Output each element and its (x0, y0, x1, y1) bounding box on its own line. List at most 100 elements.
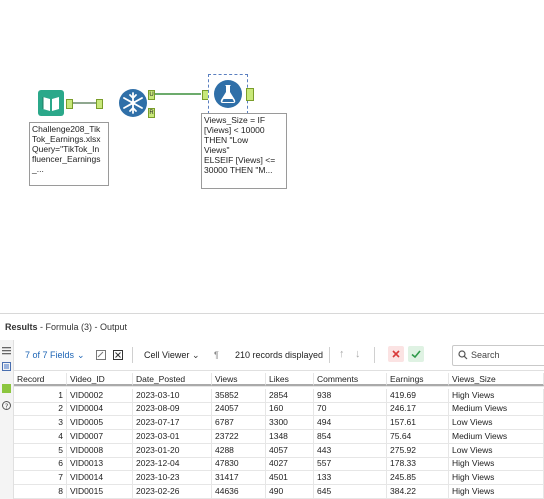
table-cell[interactable]: VID0015 (67, 484, 133, 498)
table-cell[interactable]: 31417 (212, 470, 266, 484)
input-data-tool[interactable] (37, 89, 65, 117)
table-cell[interactable]: 854 (314, 429, 387, 443)
table-cell[interactable]: 6787 (212, 416, 266, 430)
table-cell[interactable]: 4288 (212, 443, 266, 457)
formula-output-anchor[interactable] (246, 88, 254, 101)
table-cell[interactable]: 23722 (212, 429, 266, 443)
table-cell[interactable]: High Views (449, 470, 544, 484)
table-cell[interactable]: VID0004 (67, 402, 133, 416)
join-output-anchor-r[interactable]: R (148, 108, 155, 118)
table-cell[interactable]: 2023-12-04 (133, 457, 212, 471)
table-cell[interactable]: 490 (266, 484, 314, 498)
column-header[interactable]: Comments (314, 373, 387, 386)
table-cell[interactable]: VID0008 (67, 443, 133, 457)
table-cell[interactable]: 419.69 (387, 388, 449, 402)
join-tool[interactable] (118, 88, 148, 118)
table-cell[interactable]: 246.17 (387, 402, 449, 416)
workflow-canvas[interactable]: U R Challenge208_Tik Tok_Earnings.xlsx Q… (0, 0, 544, 312)
table-cell[interactable]: 3 (14, 416, 67, 430)
table-cell[interactable]: 494 (314, 416, 387, 430)
table-cell[interactable]: 35852 (212, 388, 266, 402)
table-cell[interactable]: 5 (14, 443, 67, 457)
column-header[interactable]: Views_Size (449, 373, 544, 386)
chevron-down-icon[interactable]: ⌄ (192, 350, 200, 360)
table-cell[interactable]: 245.85 (387, 470, 449, 484)
table-cell[interactable]: High Views (449, 484, 544, 498)
table-cell[interactable]: VID0013 (67, 457, 133, 471)
column-header[interactable]: Date_Posted (133, 373, 212, 386)
edit-icon[interactable] (96, 350, 106, 360)
cell-viewer-dropdown[interactable]: Cell Viewer (144, 350, 190, 360)
pilcrow-icon[interactable]: ¶ (214, 350, 219, 360)
table-cell[interactable]: 2023-02-26 (133, 484, 212, 498)
table-cell[interactable]: High Views (449, 457, 544, 471)
table-row[interactable]: 8 VID0015 2023-02-26 44636 490 645 384.22 High … (14, 484, 544, 499)
table-cell[interactable]: Medium Views (449, 402, 544, 416)
table-cell[interactable]: 2023-08-09 (133, 402, 212, 416)
table-cell[interactable]: 8 (14, 484, 67, 498)
data-view-icon[interactable] (2, 384, 11, 393)
input-output-anchor[interactable] (66, 99, 73, 109)
join-input-anchor[interactable] (96, 99, 103, 109)
arrow-down-icon[interactable]: ↓ (355, 348, 361, 360)
column-header[interactable]: Video_ID (67, 373, 133, 386)
table-cell[interactable]: VID0014 (67, 470, 133, 484)
table-cell[interactable]: VID0005 (67, 416, 133, 430)
table-cell[interactable]: 938 (314, 388, 387, 402)
table-cell[interactable]: 645 (314, 484, 387, 498)
table-cell[interactable]: 2854 (266, 388, 314, 402)
column-header[interactable]: Views (212, 373, 266, 386)
table-cell[interactable]: 1348 (266, 429, 314, 443)
table-cell[interactable]: 2023-01-20 (133, 443, 212, 457)
table-cell[interactable]: VID0007 (67, 429, 133, 443)
join-output-anchor-u[interactable]: U (148, 90, 155, 100)
table-cell[interactable]: 4501 (266, 470, 314, 484)
apply-filter-button[interactable] (408, 346, 424, 362)
table-cell[interactable]: 2023-03-01 (133, 429, 212, 443)
fields-dropdown[interactable]: 7 of 7 Fields (25, 350, 75, 360)
table-cell[interactable]: 384.22 (387, 484, 449, 498)
results-grid[interactable]: Record Video_ID Date_Posted Views Likes Comme… (14, 371, 544, 499)
table-cell[interactable]: 6 (14, 457, 67, 471)
column-header[interactable]: Likes (266, 373, 314, 386)
help-icon[interactable]: ? (2, 401, 11, 410)
table-cell[interactable]: 2023-07-17 (133, 416, 212, 430)
table-cell[interactable]: 1 (14, 388, 67, 402)
clear-filter-button[interactable] (388, 346, 404, 362)
formula-tool[interactable] (208, 74, 248, 114)
table-cell[interactable]: 4027 (266, 457, 314, 471)
table-cell[interactable]: 2 (14, 402, 67, 416)
table-cell[interactable]: 2023-10-23 (133, 470, 212, 484)
table-cell[interactable]: 157.61 (387, 416, 449, 430)
table-row[interactable]: 7 VID0014 2023-10-23 31417 4501 133 245.85 High… (14, 470, 544, 485)
table-cell[interactable]: 178.33 (387, 457, 449, 471)
table-cell[interactable]: 47830 (212, 457, 266, 471)
table-cell[interactable]: 557 (314, 457, 387, 471)
table-cell[interactable]: 24057 (212, 402, 266, 416)
column-header[interactable]: Record (14, 373, 67, 386)
table-cell[interactable]: 2023-03-10 (133, 388, 212, 402)
table-cell[interactable]: Medium Views (449, 429, 544, 443)
table-cell[interactable]: 133 (314, 470, 387, 484)
column-header[interactable]: Earnings (387, 373, 449, 386)
table-row[interactable]: 4 VID0007 2023-03-01 23722 1348 854 75.64 Mediu… (14, 429, 544, 444)
search-input[interactable]: Search (452, 345, 544, 366)
table-cell[interactable]: VID0002 (67, 388, 133, 402)
table-cell[interactable]: 4057 (266, 443, 314, 457)
table-row[interactable]: 2 VID0004 2023-08-09 24057 160 70 246.17 Medium… (14, 402, 544, 417)
table-cell[interactable]: High Views (449, 388, 544, 402)
metadata-icon[interactable] (2, 362, 11, 371)
table-cell[interactable]: 4 (14, 429, 67, 443)
chevron-down-icon[interactable]: ⌄ (77, 350, 85, 360)
table-cell[interactable]: 443 (314, 443, 387, 457)
table-cell[interactable]: 7 (14, 470, 67, 484)
deselect-fields-icon[interactable] (113, 350, 123, 360)
table-cell[interactable]: Low Views (449, 443, 544, 457)
table-row[interactable]: 5 VID0008 2023-01-20 4288 4057 443 275.92 Low V… (14, 443, 544, 458)
list-view-icon[interactable] (2, 346, 11, 355)
table-row[interactable]: 1 VID0002 2023-03-10 35852 2854 938 419.69 High… (14, 388, 544, 403)
table-cell[interactable]: 44636 (212, 484, 266, 498)
table-cell[interactable]: 160 (266, 402, 314, 416)
table-cell[interactable]: 3300 (266, 416, 314, 430)
table-row[interactable]: 3 VID0005 2023-07-17 6787 3300 494 157.61 Low V… (14, 416, 544, 431)
